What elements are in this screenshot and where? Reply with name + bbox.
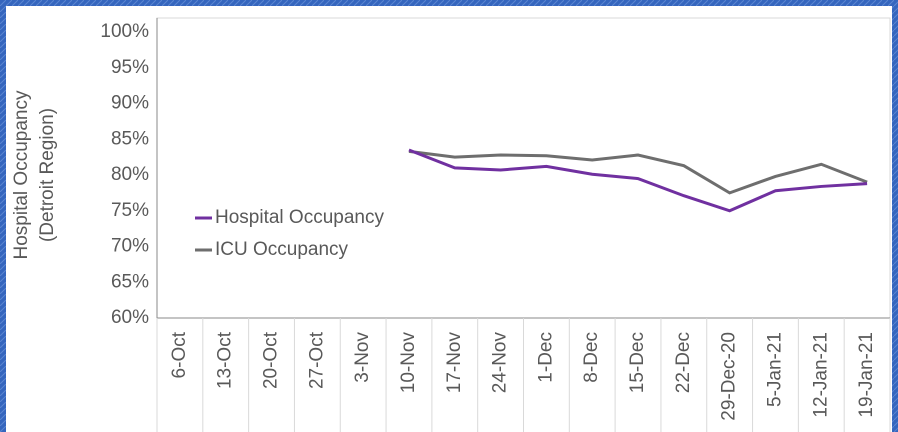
y-tick-label: 60% (111, 307, 149, 328)
y-tick-label: 80% (111, 164, 149, 185)
y-tick-label: 95% (111, 57, 149, 78)
x-tick-label: 17-Nov (444, 332, 465, 394)
y-tick-label: 100% (100, 21, 149, 42)
x-tick-label: 8-Dec (581, 332, 602, 383)
y-tick-label: 70% (111, 236, 149, 257)
y-tick-label: 65% (111, 271, 149, 292)
series-line (408, 149, 868, 195)
x-tick-label: 15-Dec (627, 332, 648, 393)
y-tick-label: 90% (111, 93, 149, 114)
x-tick-label: 19-Jan-21 (856, 332, 877, 418)
x-tick-label: 12-Jan-21 (810, 332, 831, 418)
x-tick-label: 22-Dec (673, 332, 694, 393)
x-tick-label: 24-Nov (490, 332, 511, 394)
x-tick-label: 20-Oct (261, 331, 282, 389)
x-tick-label: 29-Dec-20 (719, 332, 740, 421)
x-tick-label: 1-Dec (535, 332, 556, 383)
y-tick-label: 85% (111, 128, 149, 149)
legend-label: Hospital Occupancy (215, 207, 384, 228)
y-tick-label: 75% (111, 200, 149, 221)
x-tick-label: 13-Oct (215, 331, 236, 389)
x-tick-label: 27-Oct (306, 331, 327, 389)
x-tick-label: 3-Nov (352, 332, 373, 383)
x-tick-label: 6-Oct (169, 331, 190, 378)
y-axis-label-line: Hospital Occupancy (11, 90, 32, 259)
x-tick-label: 10-Nov (398, 332, 419, 394)
legend-label: ICU Occupancy (215, 239, 349, 260)
y-axis-label-line: (Detroit Region) (37, 108, 58, 242)
y-axis-label: Hospital Occupancy (Detroit Region) (11, 90, 58, 259)
x-tick-label: 5-Jan-21 (764, 332, 785, 407)
chart-panel (6, 6, 892, 432)
series-line (408, 148, 868, 213)
